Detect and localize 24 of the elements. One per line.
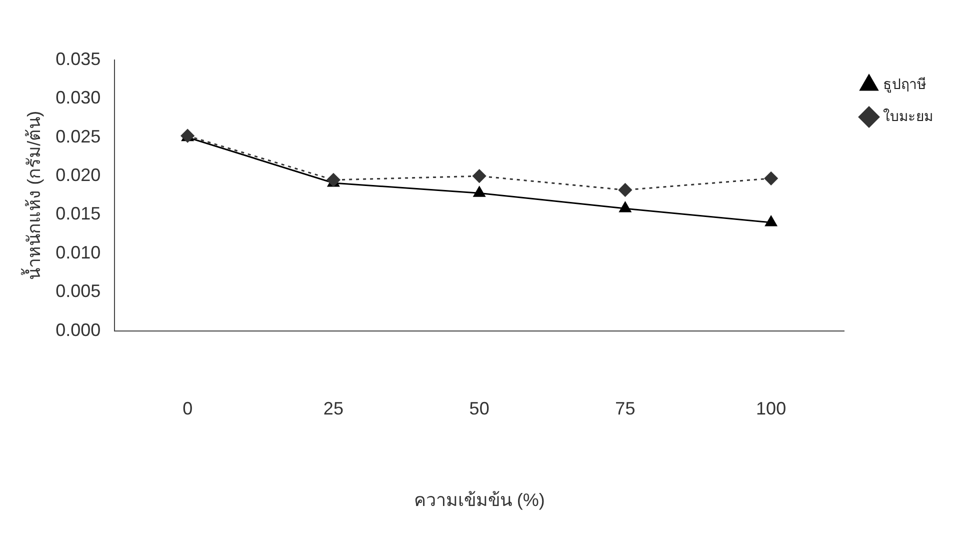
x-tick-label: 50: [469, 398, 490, 419]
y-tick-label: 0.035: [56, 48, 101, 69]
y-tick-label: 0.025: [56, 126, 101, 146]
point: [326, 173, 340, 187]
point: [619, 202, 632, 212]
x-tick-label: 100: [756, 398, 786, 419]
x-tick-label: 0: [182, 398, 193, 419]
y-axis-title: น้ำหนักแห้ง (กรัม/ต้น): [20, 110, 44, 280]
point: [472, 169, 486, 183]
legend-label: ธูปฤาษี: [883, 76, 926, 93]
point: [764, 172, 778, 186]
y-tick-label: 0.020: [56, 165, 101, 186]
y-tick-label: 0.005: [56, 281, 101, 302]
point: [473, 186, 486, 197]
y-tick-label: 0.010: [56, 242, 101, 262]
x-axis-title: ความเข้มข้น (%): [414, 490, 545, 510]
y-tick-label: 0.000: [56, 320, 101, 340]
point: [765, 216, 778, 226]
point: [618, 183, 632, 197]
y-tick-label: 0.030: [56, 88, 101, 108]
y-tick-label: 0.015: [56, 204, 101, 224]
x-tick-label: 25: [323, 398, 344, 419]
legend-label: ใบมะยม: [883, 108, 933, 124]
x-tick-label: 75: [615, 398, 636, 419]
